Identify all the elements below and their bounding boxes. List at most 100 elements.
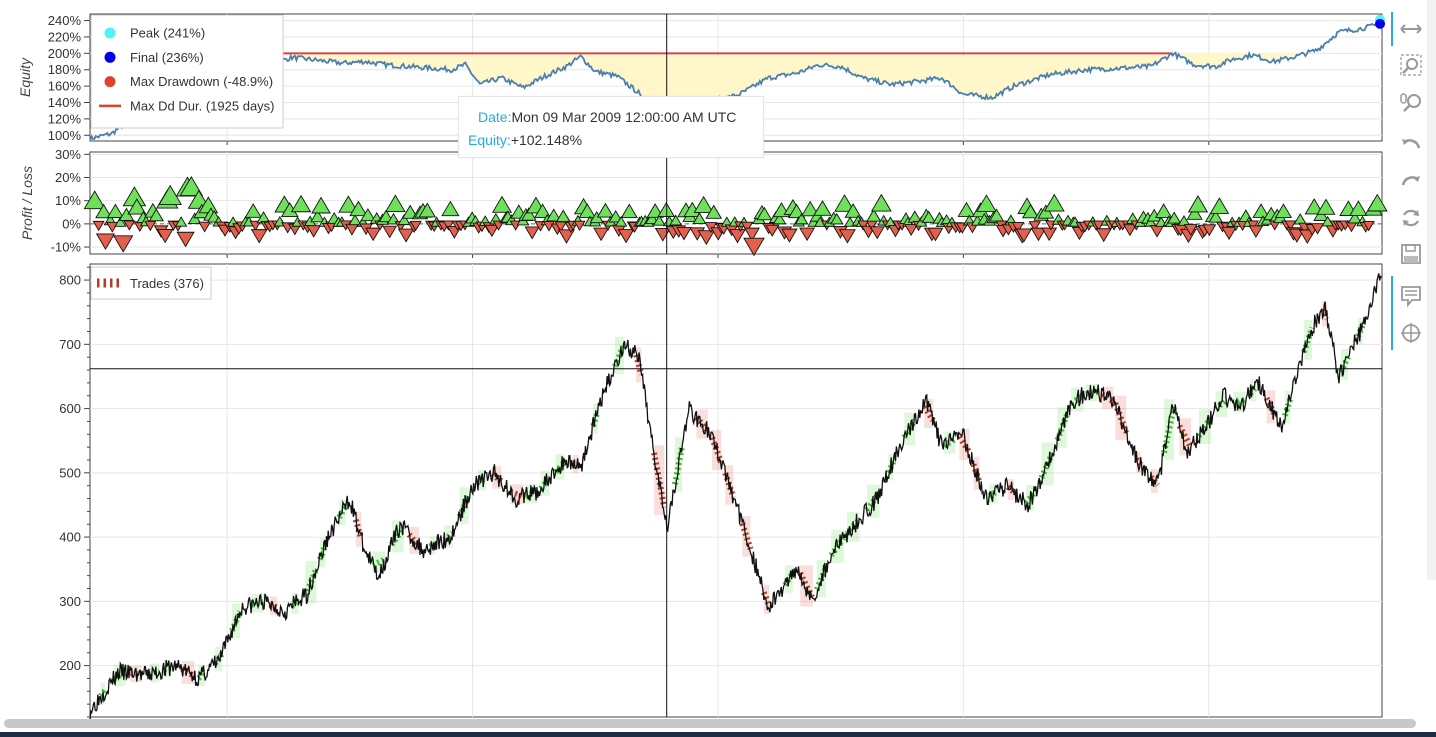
loss-trade-marker: [1310, 223, 1325, 235]
profit-trade-marker: [397, 213, 411, 226]
pl-y-tick-label: 10%: [55, 193, 81, 208]
loss-trade-marker: [927, 227, 944, 242]
loss-trade-marker: [697, 230, 716, 246]
loss-trade-marker: [955, 222, 969, 234]
trade-region: [1250, 378, 1257, 402]
profit-trade-marker: [756, 206, 773, 221]
profit-trade-marker: [401, 204, 419, 219]
loss-trade-marker: [306, 225, 322, 238]
tooltip-date-key: Date:: [478, 109, 512, 125]
undo-tool[interactable]: [1397, 129, 1425, 157]
profit-trade-marker: [921, 210, 936, 223]
legend-swatch: [104, 76, 116, 88]
profit-trade-marker: [1304, 198, 1324, 215]
profit-trade-marker: [533, 203, 552, 218]
profit-trade-marker: [441, 200, 460, 217]
equity-axis-label: Equity: [17, 57, 33, 97]
plot-toolbar: [1391, 12, 1428, 352]
loss-trade-marker: [492, 220, 505, 231]
profit-trade-marker: [1167, 211, 1182, 224]
trade-region: [164, 659, 171, 678]
loss-trade-marker: [729, 229, 746, 244]
price-y-tick-label: 300: [59, 594, 81, 609]
pl-y-tick-label: 30%: [55, 147, 81, 162]
window-bottom-edge: [0, 732, 1436, 737]
loss-trade-marker: [1030, 227, 1047, 242]
wheel-zoom-tool[interactable]: [1397, 89, 1425, 117]
loss-trade-marker: [1284, 220, 1297, 231]
redo-tool[interactable]: [1397, 166, 1425, 194]
price-legend: Trades (376): [90, 266, 212, 300]
profit-trade-marker: [976, 194, 997, 212]
profit-trade-marker: [834, 194, 855, 212]
loss-trade-marker: [743, 237, 765, 257]
profit-trade-marker: [870, 193, 892, 212]
legend-swatch: [104, 51, 116, 63]
loss-trade-marker: [198, 221, 211, 233]
profit-trade-marker: [378, 209, 394, 223]
loss-trade-marker: [1028, 221, 1041, 232]
profit-trade-marker: [669, 214, 683, 226]
profit-trade-marker: [1021, 203, 1039, 219]
box-zoom-tool[interactable]: [1397, 51, 1425, 79]
profit-trade-marker: [244, 203, 262, 218]
reset-tool[interactable]: [1397, 204, 1425, 232]
profit-trade-marker: [801, 200, 820, 217]
hover-icon: [1401, 286, 1421, 308]
profit-trade-marker: [788, 203, 806, 219]
horizontal-scrollbar[interactable]: [4, 719, 1416, 728]
loss-trade-marker: [105, 221, 119, 233]
trade-region: [924, 398, 934, 428]
profit-trade-marker: [148, 208, 164, 222]
loss-trade-marker: [442, 220, 455, 231]
vertical-scrollbar[interactable]: [1427, 0, 1436, 580]
profit-trade-marker: [114, 216, 127, 227]
profit-trade-marker: [310, 209, 325, 223]
trade-line: [1196, 415, 1214, 438]
equity-y-tick-label: 200%: [48, 46, 82, 61]
price-plot-frame: [89, 263, 1383, 718]
profit-trade-marker: [418, 202, 437, 218]
loss-trade-marker: [1221, 226, 1237, 241]
trade-region: [355, 512, 362, 547]
profit-trade-marker: [546, 208, 562, 222]
x-pan-tool[interactable]: [1397, 15, 1425, 43]
save-tool[interactable]: [1397, 240, 1425, 268]
profit-trade-marker: [692, 212, 707, 224]
trade-line: [1085, 388, 1099, 397]
trade-line: [352, 518, 365, 540]
trade-region: [198, 664, 206, 687]
profit-trade-marker: [360, 208, 376, 222]
hover-tool[interactable]: [1397, 282, 1425, 310]
profit-trade-marker: [1349, 200, 1368, 216]
price-panel: 200 300 400 500 600 700 800 Trades (376): [59, 263, 1383, 720]
profit-trade-marker: [705, 204, 723, 219]
trade-region: [742, 515, 751, 557]
trade-line: [671, 444, 686, 485]
loss-trade-marker: [249, 220, 262, 232]
profit-trade-marker: [646, 203, 664, 218]
redo-icon: [1401, 176, 1420, 186]
loss-trade-marker: [524, 226, 540, 240]
pl-axis-label: Profit / Loss: [19, 166, 35, 240]
equity-legend-label: Max Drawdown (-48.9%): [130, 74, 273, 89]
profit-trade-marker: [813, 200, 832, 216]
profit-trade-marker: [614, 215, 628, 227]
crosshair-tool[interactable]: [1397, 319, 1425, 347]
equity-y-tick-label: 140%: [48, 95, 82, 110]
profit-trade-marker: [830, 212, 844, 225]
profit-trade-marker: [1208, 210, 1224, 223]
pl-y-tick-label: -10%: [51, 240, 82, 255]
profit-trade-marker: [866, 208, 882, 222]
equity-y-tick-label: 160%: [48, 79, 82, 94]
box-zoom-icon: [1400, 54, 1422, 76]
profit-trade-marker: [1043, 193, 1065, 212]
loss-trade-marker: [123, 220, 136, 231]
profit-trade-marker: [106, 203, 124, 219]
legend-swatch: [104, 27, 116, 39]
equity-y-tick-label: 180%: [48, 62, 82, 77]
profit-trade-marker: [1252, 203, 1270, 218]
trade-line: [1319, 308, 1330, 321]
loss-trade-marker: [799, 227, 816, 242]
